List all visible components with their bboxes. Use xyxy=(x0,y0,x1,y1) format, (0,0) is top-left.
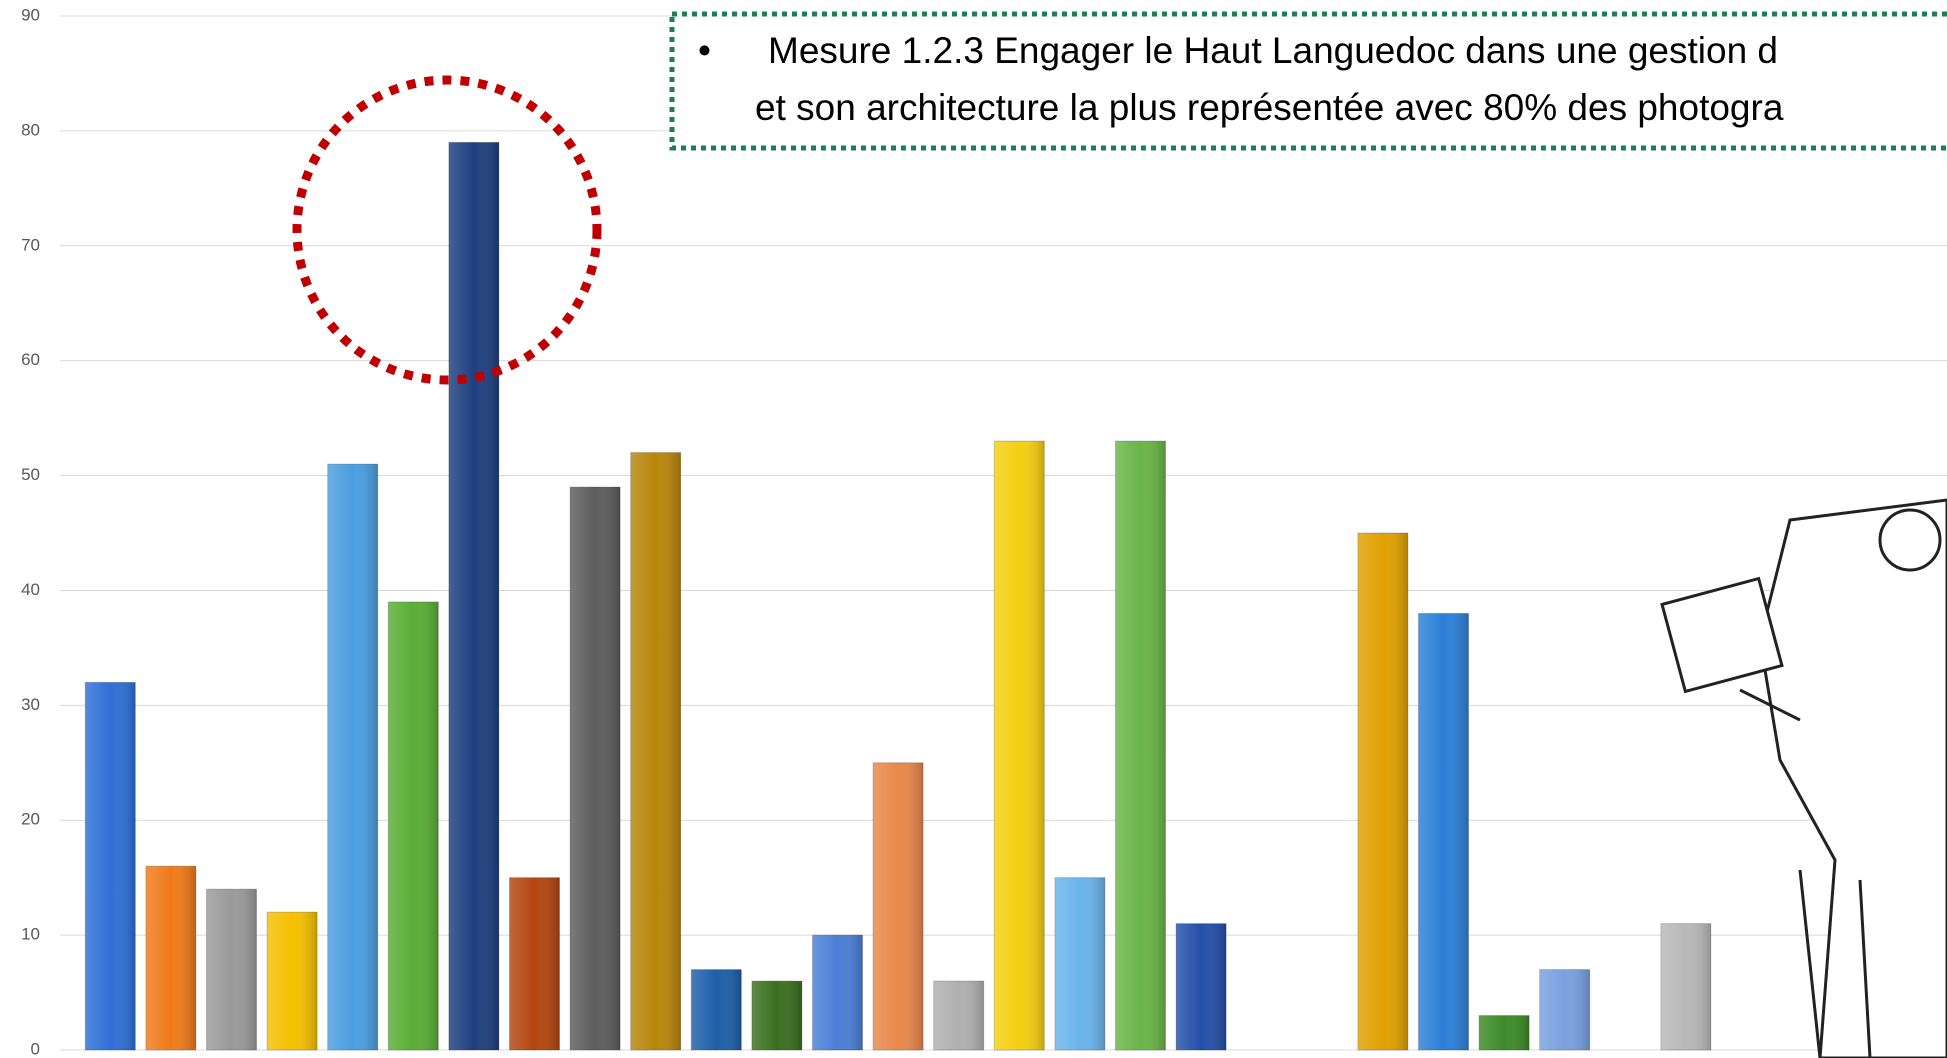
bar-shading xyxy=(85,682,135,1050)
bar-shading xyxy=(267,912,317,1050)
y-tick-label: 20 xyxy=(21,810,40,829)
y-tick-label: 50 xyxy=(21,465,40,484)
highlight-circle xyxy=(297,80,597,380)
bar-shading xyxy=(752,981,802,1050)
page: {"chart_data": {"type": "bar", "categori… xyxy=(0,0,1947,1058)
y-tick-label: 30 xyxy=(21,695,40,714)
y-tick-label: 90 xyxy=(21,5,40,24)
y-tick-label: 10 xyxy=(21,925,40,944)
bar-shading xyxy=(1116,441,1166,1050)
bar-shading xyxy=(1358,533,1408,1050)
annotation-bullet: • xyxy=(698,30,711,71)
bar-shading xyxy=(631,453,681,1050)
bar-shading xyxy=(1419,613,1469,1050)
annotation-line: Mesure 1.2.3 Engager le Haut Languedoc d… xyxy=(768,30,1778,71)
bar-shading xyxy=(570,487,620,1050)
bar-shading xyxy=(1055,878,1105,1050)
bars xyxy=(85,142,1711,1050)
chart: 0 10 20 30 40 50 60 70 80 90 • Mesure 1.2.3 Engag… xyxy=(0,0,1947,1058)
bar-shading xyxy=(1540,970,1590,1050)
bar-shading xyxy=(1479,1016,1529,1050)
y-tick-label: 60 xyxy=(21,350,40,369)
y-tick-label: 0 xyxy=(31,1039,40,1058)
grid: 0 10 20 30 40 50 60 70 80 90 xyxy=(21,5,1947,1058)
bar-shading xyxy=(207,889,257,1050)
bar-shading xyxy=(1176,924,1226,1050)
y-tick-label: 40 xyxy=(21,580,40,599)
bar-shading xyxy=(449,142,499,1050)
bar-shading xyxy=(873,763,923,1050)
y-tick-label: 70 xyxy=(21,235,40,254)
bar-shading xyxy=(388,602,438,1050)
bar-shading xyxy=(934,981,984,1050)
bar-shading xyxy=(1661,924,1711,1050)
annotation-line: et son architecture la plus représentée … xyxy=(755,87,1784,128)
bar-shading xyxy=(510,878,560,1050)
bar-shading xyxy=(691,970,741,1050)
bar-shading xyxy=(813,935,863,1050)
bar-shading xyxy=(328,464,378,1050)
bar-shading xyxy=(146,866,196,1050)
y-tick-label: 80 xyxy=(21,120,40,139)
bar-shading xyxy=(994,441,1044,1050)
